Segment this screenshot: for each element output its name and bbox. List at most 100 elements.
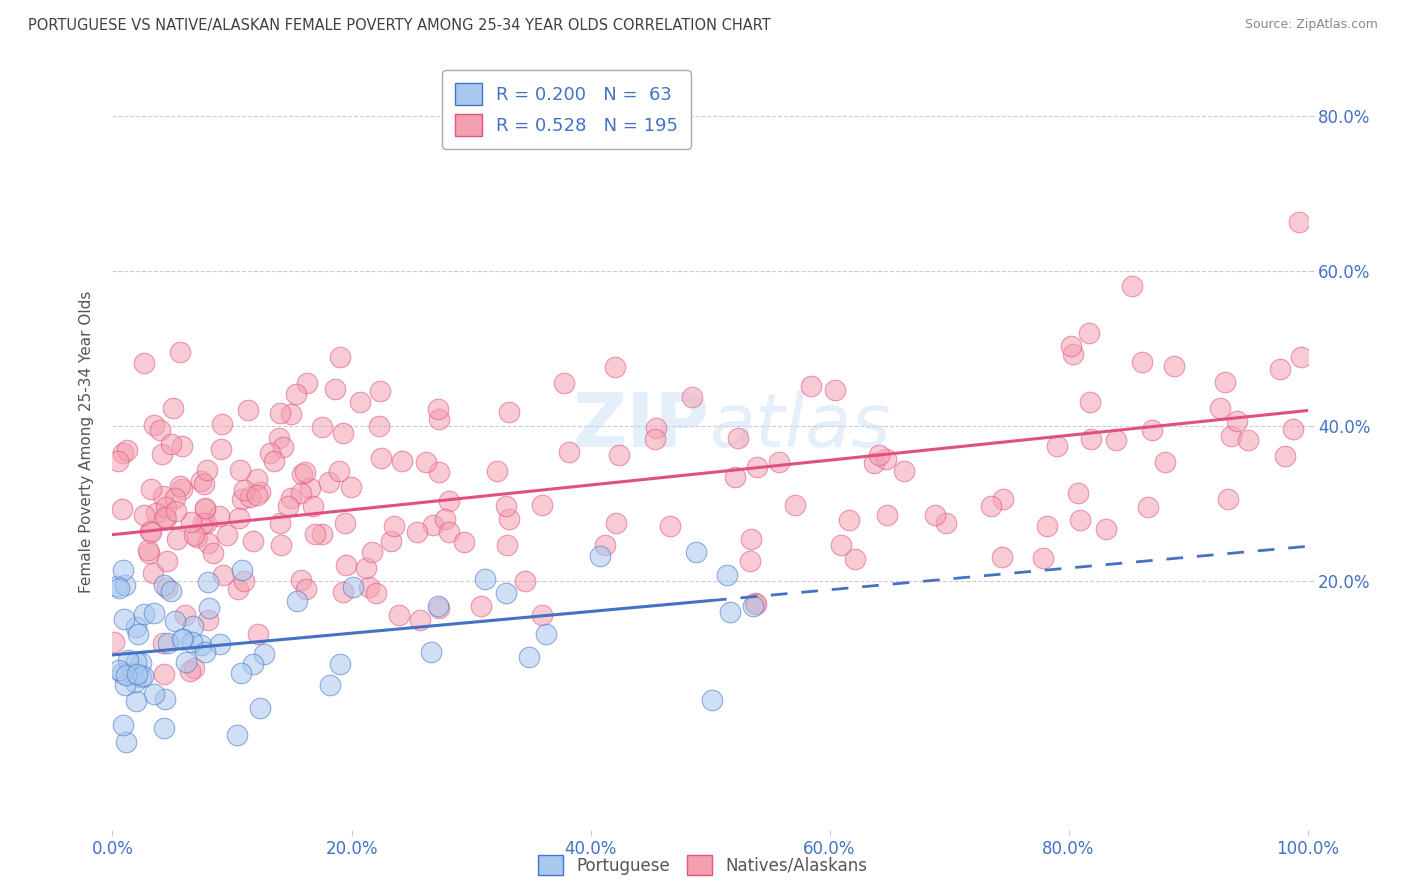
Point <box>129 670 152 684</box>
Point <box>112 446 135 460</box>
Point <box>270 538 292 552</box>
Point <box>700 693 723 707</box>
Point <box>159 583 181 598</box>
Point <box>496 538 519 552</box>
Point <box>893 464 915 478</box>
Point <box>263 454 285 468</box>
Point <box>427 402 450 417</box>
Point <box>415 455 437 469</box>
Point <box>422 517 444 532</box>
Point <box>163 614 186 628</box>
Point <box>453 535 475 549</box>
Point <box>325 382 347 396</box>
Point <box>231 491 253 506</box>
Point <box>311 420 333 434</box>
Point <box>195 463 218 477</box>
Point <box>152 636 174 650</box>
Point <box>361 545 384 559</box>
Point <box>427 412 450 426</box>
Point <box>553 376 575 391</box>
Point <box>112 612 135 626</box>
Point <box>498 511 520 525</box>
Point <box>207 509 229 524</box>
Point <box>924 508 946 523</box>
Point <box>229 463 252 477</box>
Point <box>319 678 342 692</box>
Point <box>742 599 765 614</box>
Point <box>359 580 381 594</box>
Point <box>157 635 180 649</box>
Point <box>332 426 354 441</box>
Point <box>111 718 134 732</box>
Point <box>294 465 316 479</box>
Point <box>1213 375 1236 389</box>
Point <box>108 581 131 595</box>
Point <box>125 667 148 681</box>
Point <box>1132 355 1154 369</box>
Point <box>186 530 208 544</box>
Point <box>285 593 308 607</box>
Point <box>498 405 520 419</box>
Point <box>153 509 176 524</box>
Point <box>166 532 188 546</box>
Point <box>132 669 155 683</box>
Point <box>876 508 898 523</box>
Point <box>332 584 354 599</box>
Point <box>991 491 1014 506</box>
Text: ZIP: ZIP <box>572 390 710 463</box>
Point <box>1289 350 1312 364</box>
Point <box>311 526 333 541</box>
Text: atlas: atlas <box>710 390 891 462</box>
Point <box>517 650 540 665</box>
Point <box>1136 500 1159 515</box>
Point <box>107 454 129 468</box>
Point <box>991 549 1014 564</box>
Point <box>681 391 703 405</box>
Point <box>233 483 256 498</box>
Point <box>605 516 627 531</box>
Point <box>530 608 553 623</box>
Point <box>388 607 411 622</box>
Point <box>557 444 579 458</box>
Point <box>740 532 762 546</box>
Point <box>685 545 707 559</box>
Point <box>165 491 187 505</box>
Point <box>800 379 823 393</box>
Point <box>470 599 492 614</box>
Point <box>141 482 163 496</box>
Point <box>107 663 129 677</box>
Point <box>367 418 389 433</box>
Point <box>160 437 183 451</box>
Point <box>191 516 214 530</box>
Point <box>495 586 517 600</box>
Point <box>155 500 177 515</box>
Point <box>142 417 165 432</box>
Point <box>152 578 174 592</box>
Point <box>513 574 536 588</box>
Point <box>302 499 325 513</box>
Point <box>644 433 666 447</box>
Point <box>114 734 136 748</box>
Point <box>170 482 193 496</box>
Point <box>328 464 350 478</box>
Point <box>391 454 413 468</box>
Point <box>127 627 149 641</box>
Point <box>718 605 741 619</box>
Point <box>284 387 307 401</box>
Point <box>349 394 371 409</box>
Point <box>215 527 238 541</box>
Point <box>115 667 138 681</box>
Point <box>190 474 212 488</box>
Point <box>197 575 219 590</box>
Point <box>165 504 187 518</box>
Point <box>1274 449 1296 463</box>
Point <box>169 344 191 359</box>
Point <box>183 528 205 542</box>
Point <box>179 664 201 678</box>
Point <box>226 582 249 596</box>
Point <box>117 653 139 667</box>
Point <box>114 677 136 691</box>
Point <box>607 448 630 462</box>
Point <box>269 516 291 530</box>
Point <box>1080 432 1102 446</box>
